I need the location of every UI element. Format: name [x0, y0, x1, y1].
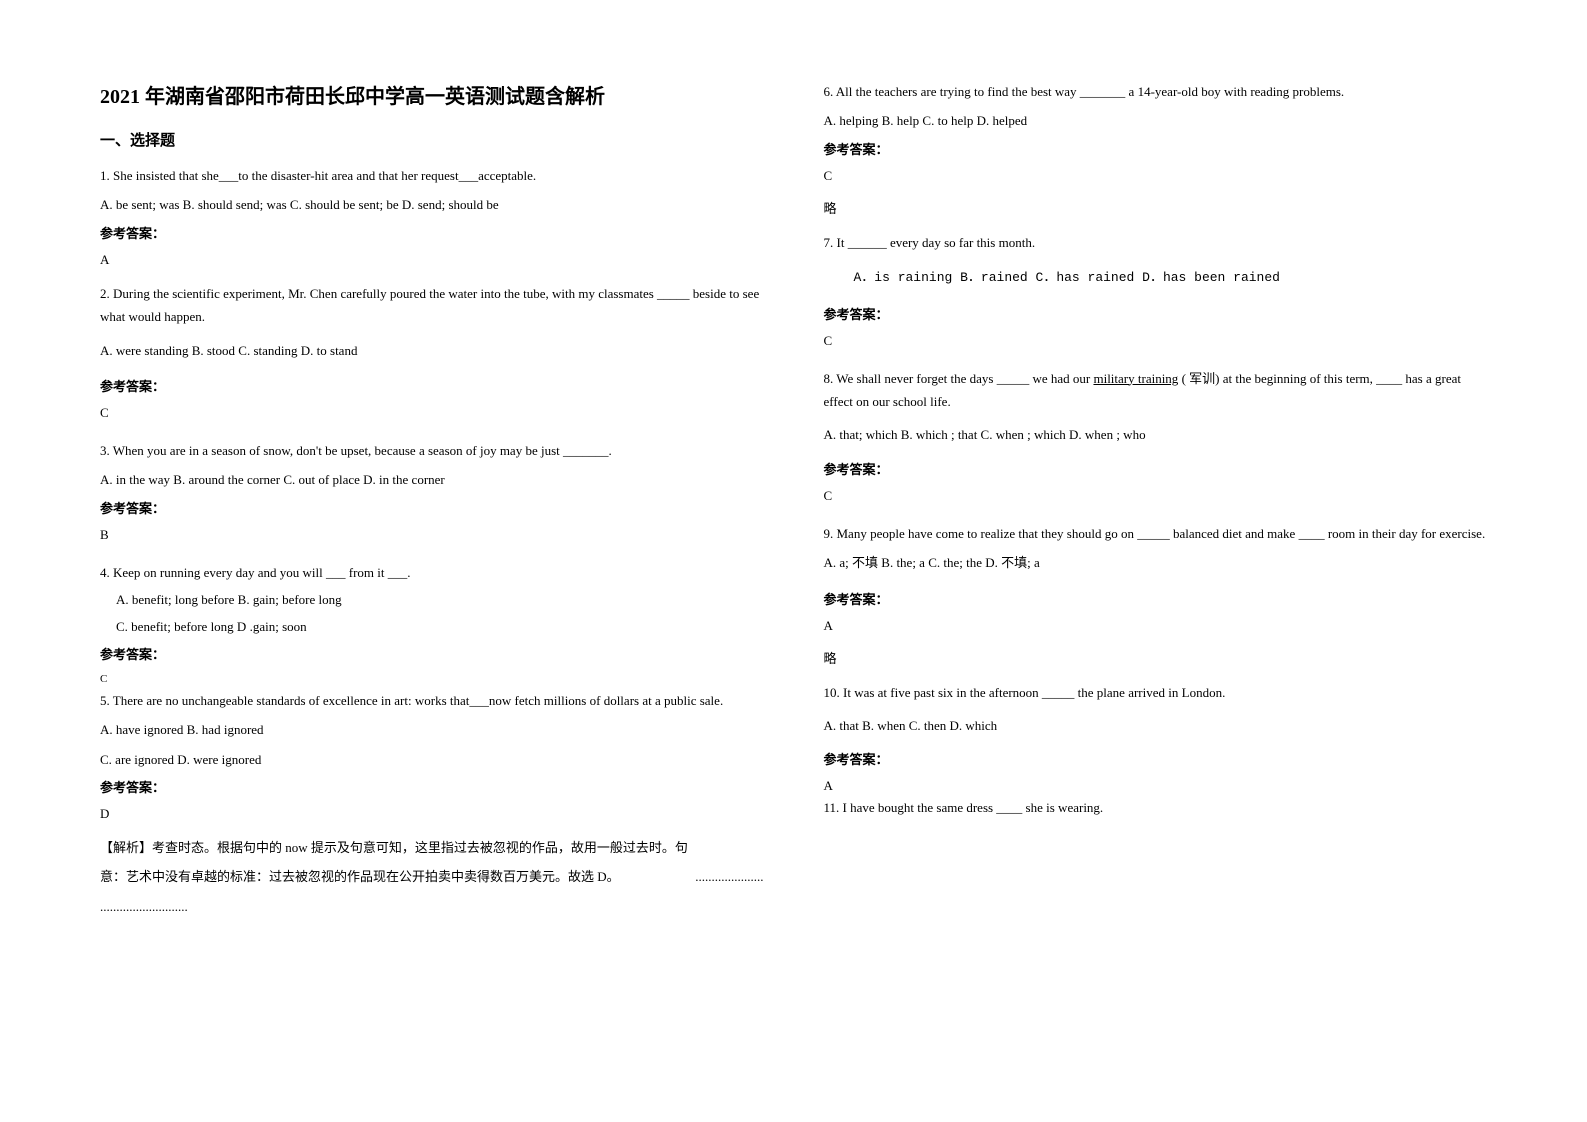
q7-options: A．is raining B．rained C．has rained D．has… — [824, 266, 1488, 289]
q9-answer-label: 参考答案： — [824, 589, 1488, 608]
q9-note: 略 — [824, 648, 1488, 667]
q10-answer-label: 参考答案： — [824, 749, 1488, 768]
q5-dots-below: ........................... — [100, 899, 764, 915]
q7-answer-label: 参考答案： — [824, 304, 1488, 323]
q5-options-line1: A. have ignored B. had ignored — [100, 718, 764, 741]
q10-text: 10. It was at five past six in the after… — [824, 681, 1488, 704]
q8-text-part1: 8. We shall never forget the days _____ … — [824, 371, 1094, 386]
q5-answer-label: 参考答案： — [100, 777, 764, 796]
q10-options: A. that B. when C. then D. which — [824, 714, 1488, 737]
q8-answer: C — [824, 488, 1488, 504]
page-container: 2021 年湖南省邵阳市荷田长邱中学高一英语测试题含解析 一、选择题 1. Sh… — [100, 80, 1487, 915]
q5-dots-right: ..................... — [695, 869, 763, 894]
q11-text: 11. I have bought the same dress ____ sh… — [824, 796, 1488, 819]
q9-text: 9. Many people have come to realize that… — [824, 522, 1488, 545]
q8-text-underlined: military training — [1093, 371, 1178, 386]
q4-answer-label: 参考答案： — [100, 644, 764, 663]
q9-options: A. a; 不填 B. the; a C. the; the D. 不填; a — [824, 551, 1488, 574]
q6-answer: C — [824, 168, 1488, 184]
q4-option-cd: C. benefit; before long D .gain; soon — [100, 617, 764, 638]
q5-text: 5. There are no unchangeable standards o… — [100, 689, 764, 712]
q9-answer: A — [824, 618, 1488, 634]
q2-text: 2. During the scientific experiment, Mr.… — [100, 282, 764, 329]
q3-text: 3. When you are in a season of snow, don… — [100, 439, 764, 462]
q5-options-line2: C. are ignored D. were ignored — [100, 748, 764, 771]
q6-answer-label: 参考答案： — [824, 139, 1488, 158]
q10-answer: A — [824, 778, 1488, 794]
q3-answer: B — [100, 527, 764, 543]
q5-answer: D — [100, 806, 764, 822]
q6-options: A. helping B. help C. to help D. helped — [824, 109, 1488, 132]
q6-note: 略 — [824, 198, 1488, 217]
q2-answer-label: 参考答案： — [100, 376, 764, 395]
q2-options: A. were standing B. stood C. standing D.… — [100, 339, 764, 362]
q2-answer: C — [100, 405, 764, 421]
q5-explanation-line2: 意：艺术中没有卓越的标准：过去被忽视的作品现在公开拍卖中卖得数百万美元。故选 D… — [100, 865, 620, 888]
q1-text: 1. She insisted that she___to the disast… — [100, 164, 764, 187]
q5-explanation-line1: 【解析】考查时态。根据句中的 now 提示及句意可知，这里指过去被忽视的作品，故… — [100, 836, 764, 859]
section-header: 一、选择题 — [100, 129, 764, 150]
q1-answer-label: 参考答案： — [100, 223, 764, 242]
left-column: 2021 年湖南省邵阳市荷田长邱中学高一英语测试题含解析 一、选择题 1. Sh… — [100, 80, 764, 915]
q3-options: A. in the way B. around the corner C. ou… — [100, 468, 764, 491]
q8-answer-label: 参考答案： — [824, 459, 1488, 478]
q4-text: 4. Keep on running every day and you wil… — [100, 561, 764, 584]
q3-answer-label: 参考答案： — [100, 498, 764, 517]
q4-answer: C — [100, 673, 764, 685]
q7-answer: C — [824, 333, 1488, 349]
q7-text: 7. It ______ every day so far this month… — [824, 231, 1488, 254]
q8-text: 8. We shall never forget the days _____ … — [824, 367, 1488, 414]
q1-options: A. be sent; was B. should send; was C. s… — [100, 193, 764, 216]
q4-option-ab: A. benefit; long before B. gain; before … — [100, 590, 764, 611]
q1-answer: A — [100, 252, 764, 268]
q8-options: A. that; which B. which ; that C. when ;… — [824, 423, 1488, 446]
q6-text: 6. All the teachers are trying to find t… — [824, 80, 1488, 103]
right-column: 6. All the teachers are trying to find t… — [824, 80, 1488, 915]
document-title: 2021 年湖南省邵阳市荷田长邱中学高一英语测试题含解析 — [100, 80, 764, 109]
